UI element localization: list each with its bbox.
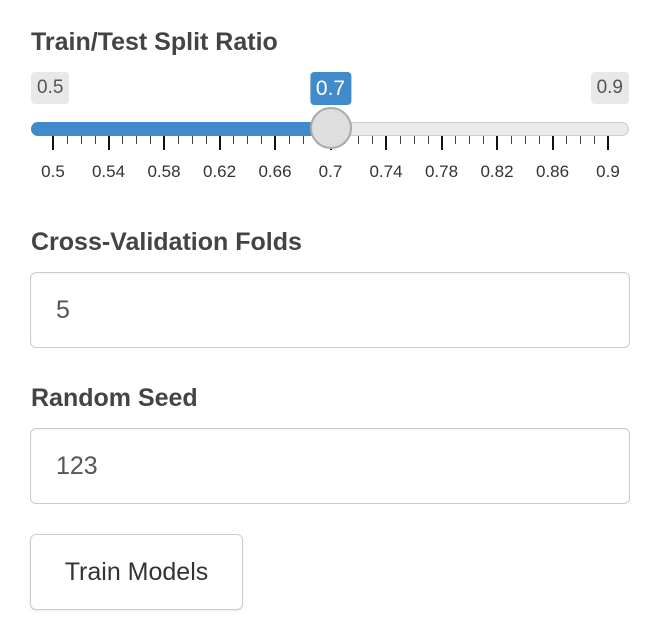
slider-major-tick bbox=[385, 136, 387, 150]
slider-minor-tick bbox=[177, 136, 179, 144]
slider-minor-tick bbox=[510, 136, 512, 144]
slider-minor-tick bbox=[233, 136, 235, 144]
slider-minor-tick bbox=[122, 136, 124, 144]
slider-major-tick bbox=[551, 136, 554, 150]
split-ratio-slider[interactable]: 0.5 0.9 0.7 0.5 0.54 0.58 0.62 0.66 0.7 0.74 0.… bbox=[31, 70, 629, 190]
slider-minor-tick bbox=[66, 136, 68, 144]
slider-minor-tick bbox=[358, 136, 360, 144]
slider-minor-tick bbox=[594, 136, 596, 144]
slider-max-label: 0.9 bbox=[590, 72, 629, 104]
slider-major-tick bbox=[218, 136, 221, 150]
split-ratio-label: Train/Test Split Ratio bbox=[31, 28, 278, 56]
slider-major-tick bbox=[440, 136, 443, 150]
slider-min-label: 0.5 bbox=[31, 72, 70, 104]
slider-major-tick bbox=[496, 136, 498, 150]
slider-minor-tick bbox=[136, 136, 138, 144]
slider-tick-label: 0.62 bbox=[202, 162, 237, 181]
slider-minor-tick bbox=[455, 136, 457, 144]
slider-major-tick bbox=[163, 136, 165, 150]
slider-tick-label: 0.74 bbox=[369, 162, 403, 181]
slider-minor-tick bbox=[150, 136, 152, 144]
slider-minor-tick bbox=[399, 136, 401, 144]
random-seed-label: Random Seed bbox=[31, 384, 198, 412]
slider-minor-tick bbox=[205, 136, 207, 144]
slider-tick-label: 0.54 bbox=[91, 162, 126, 181]
slider-handle[interactable] bbox=[309, 107, 352, 149]
slider-tick-label: 0.9 bbox=[596, 162, 620, 181]
slider-tick-label: 0.58 bbox=[147, 162, 181, 181]
random-seed-input[interactable] bbox=[30, 428, 630, 504]
slider-tick-label: 0.66 bbox=[258, 162, 292, 181]
slider-minor-tick bbox=[427, 136, 429, 144]
slider-major-tick bbox=[607, 136, 609, 150]
slider-value-label: 0.7 bbox=[309, 72, 352, 105]
slider-minor-tick bbox=[483, 136, 485, 144]
slider-minor-tick bbox=[372, 136, 374, 144]
slider-major-tick bbox=[274, 136, 276, 150]
slider-minor-tick bbox=[580, 136, 582, 144]
slider-tick-label: 0.7 bbox=[318, 162, 343, 181]
slider-minor-tick bbox=[288, 136, 290, 144]
slider-minor-tick bbox=[247, 136, 249, 144]
slider-minor-tick bbox=[566, 136, 568, 144]
slider-tick-label: 0.86 bbox=[535, 162, 570, 181]
slider-minor-tick bbox=[469, 136, 471, 144]
slider-tick-label: 0.82 bbox=[480, 162, 514, 181]
slider-minor-tick bbox=[302, 136, 304, 144]
slider-major-tick bbox=[107, 136, 110, 150]
slider-minor-tick bbox=[80, 136, 82, 144]
slider-minor-tick bbox=[413, 136, 415, 144]
slider-major-tick bbox=[52, 136, 54, 150]
cv-folds-label: Cross-Validation Folds bbox=[31, 228, 302, 256]
slider-minor-tick bbox=[94, 136, 96, 144]
slider-minor-tick bbox=[524, 136, 526, 144]
slider-tick-label: 0.78 bbox=[424, 162, 459, 181]
slider-minor-tick bbox=[191, 136, 193, 144]
cv-folds-input[interactable] bbox=[30, 272, 630, 348]
train-models-button[interactable]: Train Models bbox=[30, 534, 243, 610]
slider-tick-label: 0.5 bbox=[41, 162, 65, 181]
slider-minor-tick bbox=[261, 136, 263, 144]
slider-minor-tick bbox=[538, 136, 540, 144]
slider-track-fill bbox=[31, 122, 331, 136]
